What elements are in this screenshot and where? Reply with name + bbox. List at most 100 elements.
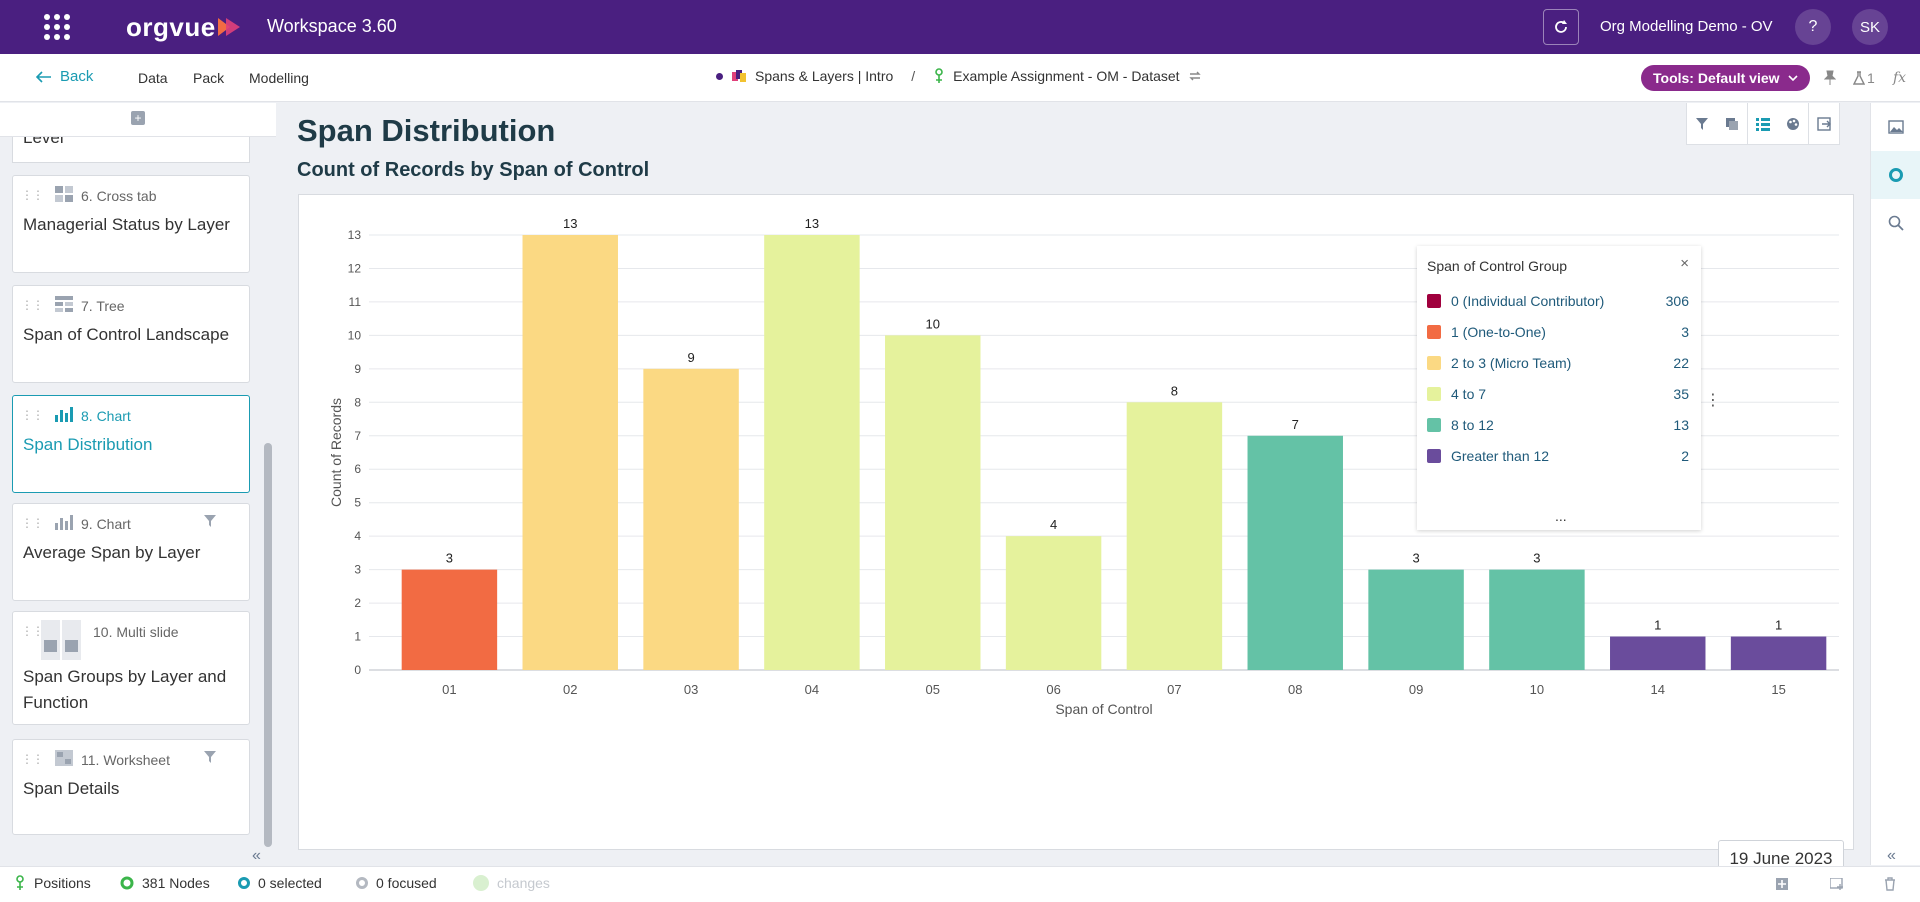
drag-handle-icon[interactable]: ⋮⋮ xyxy=(21,516,44,530)
rail-image-button[interactable] xyxy=(1871,103,1920,151)
sidebar-scrollbar[interactable] xyxy=(264,443,272,847)
filter-icon xyxy=(1696,117,1708,130)
list-button[interactable] xyxy=(1748,103,1778,145)
menu-modelling[interactable]: Modelling xyxy=(249,70,309,86)
legend-item[interactable]: Greater than 12 2 xyxy=(1427,446,1689,466)
legend-count: 2 xyxy=(1681,448,1689,464)
filter-button[interactable] xyxy=(1687,103,1717,145)
tools-view-button[interactable]: Tools: Default view xyxy=(1641,65,1810,91)
legend-panel: Span of Control Group × 0 (Individual Co… xyxy=(1417,246,1701,530)
legend-count: 306 xyxy=(1665,293,1689,309)
export-icon xyxy=(1817,116,1831,131)
legend-count: 13 xyxy=(1673,417,1689,433)
copy-button[interactable] xyxy=(1717,103,1747,145)
breadcrumb-pack[interactable]: Spans & Layers | Intro xyxy=(755,68,894,84)
drag-handle-icon[interactable]: ⋮⋮ xyxy=(21,624,44,638)
data-label: 10 xyxy=(926,316,940,331)
menu-pack[interactable]: Pack xyxy=(193,70,225,86)
bar xyxy=(1610,636,1706,670)
slide-card-6[interactable]: ⋮⋮ 6. Cross tab Managerial Status by Lay… xyxy=(12,175,250,273)
drag-handle-icon[interactable]: ⋮⋮ xyxy=(21,408,44,422)
breadcrumb-dataset[interactable]: Example Assignment - OM - Dataset xyxy=(953,68,1180,84)
user-avatar[interactable]: SK xyxy=(1852,9,1888,45)
collapse-sidebar-icon[interactable]: « xyxy=(252,847,261,864)
y-tick-label: 2 xyxy=(354,596,361,610)
legend-item[interactable]: 4 to 7 35 xyxy=(1427,384,1689,404)
slide-card-8[interactable]: ⋮⋮ 8. Chart Span Distribution xyxy=(12,395,250,493)
legend-more[interactable]: ... xyxy=(1555,508,1567,524)
changes-item[interactable]: changes xyxy=(473,875,550,891)
slide-card-11[interactable]: ⋮⋮ 11. Worksheet Span Details xyxy=(12,739,250,835)
bar xyxy=(401,569,498,670)
menu-data[interactable]: Data xyxy=(138,70,168,86)
close-icon[interactable]: × xyxy=(1680,255,1689,272)
data-label: 3 xyxy=(1533,551,1540,566)
selected-item[interactable]: 0 selected xyxy=(238,875,322,891)
palette-button[interactable] xyxy=(1778,103,1808,145)
y-tick-label: 7 xyxy=(354,429,361,443)
y-tick-label: 6 xyxy=(354,462,361,476)
slide-card-10[interactable]: ⋮⋮ 10. Multi slide Span Groups by Layer … xyxy=(12,611,250,725)
data-label: 13 xyxy=(563,216,577,231)
pack-icon xyxy=(732,70,746,82)
workspace-version: Workspace 3.60 xyxy=(267,16,397,36)
x-tick-label: 03 xyxy=(684,682,698,697)
org-selector[interactable]: Org Modelling Demo - OV xyxy=(1600,18,1773,35)
right-rail: « xyxy=(1870,103,1920,865)
legend-item[interactable]: 1 (One-to-One) 3 xyxy=(1427,322,1689,342)
crosstab-icon xyxy=(55,186,73,202)
pin-icon[interactable] xyxy=(1824,70,1836,86)
legend-menu-icon[interactable]: ⋮ xyxy=(1705,392,1721,409)
back-button[interactable]: Back xyxy=(36,68,93,85)
y-tick-label: 3 xyxy=(354,563,361,577)
y-tick-label: 11 xyxy=(349,295,362,309)
drag-handle-icon[interactable]: ⋮⋮ xyxy=(21,298,44,312)
search-icon xyxy=(1888,215,1904,231)
rail-search-button[interactable] xyxy=(1871,199,1920,247)
legend-item[interactable]: 8 to 12 13 xyxy=(1427,415,1689,435)
legend-item[interactable]: 2 to 3 (Micro Team) 22 xyxy=(1427,353,1689,373)
y-tick-label: 9 xyxy=(354,362,361,376)
flask-count: 1 xyxy=(1867,70,1875,86)
collapse-rail-icon[interactable]: « xyxy=(1887,847,1896,864)
x-tick-label: 05 xyxy=(926,682,940,697)
positions-item[interactable]: Positions xyxy=(14,875,91,891)
filter-icon xyxy=(204,751,216,763)
slide-title: Span Details xyxy=(23,779,120,798)
drag-handle-icon[interactable]: ⋮⋮ xyxy=(21,752,44,766)
bar xyxy=(1730,636,1827,670)
legend-swatch xyxy=(1427,449,1441,463)
delete-icon[interactable] xyxy=(1884,877,1896,894)
add-child-icon[interactable] xyxy=(1829,877,1844,893)
slide-card-9[interactable]: ⋮⋮ 9. Chart Average Span by Layer xyxy=(12,503,250,601)
multi-slide-icon xyxy=(41,620,81,660)
positions-icon xyxy=(16,875,24,890)
slide-title: Span Groups by Layer and Function xyxy=(23,667,227,712)
bar xyxy=(1247,435,1343,670)
legend-item[interactable]: 0 (Individual Contributor) 306 xyxy=(1427,291,1689,311)
slide-card-partial[interactable]: Level xyxy=(12,137,250,163)
fx-icon[interactable]: fx xyxy=(1893,70,1907,86)
drag-handle-icon[interactable]: ⋮⋮ xyxy=(21,188,44,202)
legend-label: 4 to 7 xyxy=(1451,386,1487,402)
slide-card-7[interactable]: ⋮⋮ 7. Tree Span of Control Landscape xyxy=(12,285,250,383)
selected-count: 0 selected xyxy=(258,875,322,891)
sync-button[interactable] xyxy=(1543,9,1579,45)
data-label: 3 xyxy=(446,551,453,566)
y-tick-label: 13 xyxy=(348,228,362,242)
swap-icon[interactable] xyxy=(1188,69,1202,83)
y-tick-label: 0 xyxy=(354,663,361,677)
bar-chart: 0123456789101112133011302903130410054068… xyxy=(328,216,1839,717)
nodes-item[interactable]: 381 Nodes xyxy=(120,875,210,891)
filter-icon xyxy=(204,515,216,527)
apps-grid-icon[interactable] xyxy=(44,14,70,40)
x-tick-label: 04 xyxy=(805,682,819,697)
flask-button[interactable]: 1 xyxy=(1853,70,1875,86)
focused-item[interactable]: 0 focused xyxy=(356,875,437,891)
add-record-icon[interactable] xyxy=(1776,877,1788,893)
slide-type: 10. Multi slide xyxy=(93,624,179,640)
rail-circle-button[interactable] xyxy=(1871,151,1920,199)
add-slide-icon[interactable]: + xyxy=(131,111,145,125)
help-button[interactable]: ? xyxy=(1795,9,1831,45)
export-button[interactable] xyxy=(1809,103,1839,145)
